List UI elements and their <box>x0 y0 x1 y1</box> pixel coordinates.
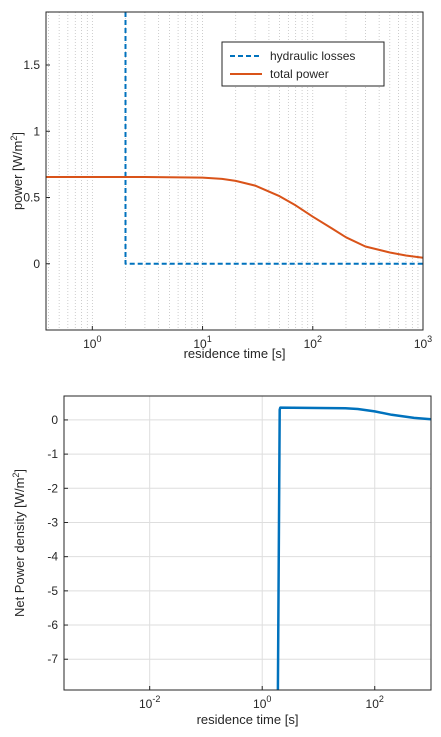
series-top <box>46 12 424 265</box>
y-tick-label: -7 <box>47 652 58 666</box>
y-axis-label-bottom: Net Power density [W/m2] <box>11 469 27 617</box>
y-tick-label: 0.5 <box>23 191 40 205</box>
series-line-total-power <box>46 176 424 259</box>
y-axis-label-top: power [W/m2] <box>9 132 25 210</box>
ticks-bottom: 10-2 100 102 0 -1 -2 -3 -4 -5 -6 -7 <box>47 413 384 711</box>
x-axis-label-top: residence time [s] <box>184 346 286 361</box>
grid-top <box>48 12 424 330</box>
series-line-hydraulic-losses <box>124 12 423 265</box>
y-tick-label: 0 <box>51 413 58 427</box>
legend-label: total power <box>270 67 329 81</box>
y-tick-label: -1 <box>47 447 58 461</box>
y-tick-label: -4 <box>47 550 58 564</box>
axes-frame-bottom <box>63 395 432 691</box>
y-tick-label: 1.5 <box>23 58 40 72</box>
legend-box <box>221 41 385 87</box>
x-tick-label: 102 <box>366 694 384 711</box>
axes-frame-top <box>45 11 424 331</box>
x-tick-label: 10-2 <box>139 694 160 711</box>
plot-area-bottom <box>64 396 431 690</box>
x-tick-label: 100 <box>253 694 271 711</box>
y-tick-label: -6 <box>47 618 58 632</box>
y-tick-label: 0 <box>33 257 40 271</box>
chart-net-power-density: 10-2 100 102 0 -1 -2 -3 -4 -5 -6 -7 residence time… <box>11 395 432 727</box>
x-axis-label-bottom: residence time [s] <box>197 712 299 727</box>
x-tick-label: 100 <box>83 334 101 351</box>
grid-bottom <box>64 396 431 690</box>
y-tick-label: 1 <box>33 124 40 138</box>
series-bottom <box>276 406 432 691</box>
ticks-top: 100 101 102 103 0 0.5 1 1.5 <box>23 58 432 351</box>
x-tick-label: 102 <box>304 334 322 351</box>
series-line-net-power <box>276 406 432 691</box>
legend-label: hydraulic losses <box>270 49 355 63</box>
legend: hydraulic losses total power <box>221 41 385 87</box>
y-tick-label: -5 <box>47 584 58 598</box>
y-tick-label: -2 <box>47 481 58 495</box>
x-tick-label: 101 <box>193 334 211 351</box>
x-tick-label: 103 <box>414 334 432 351</box>
y-tick-label: -3 <box>47 515 58 529</box>
